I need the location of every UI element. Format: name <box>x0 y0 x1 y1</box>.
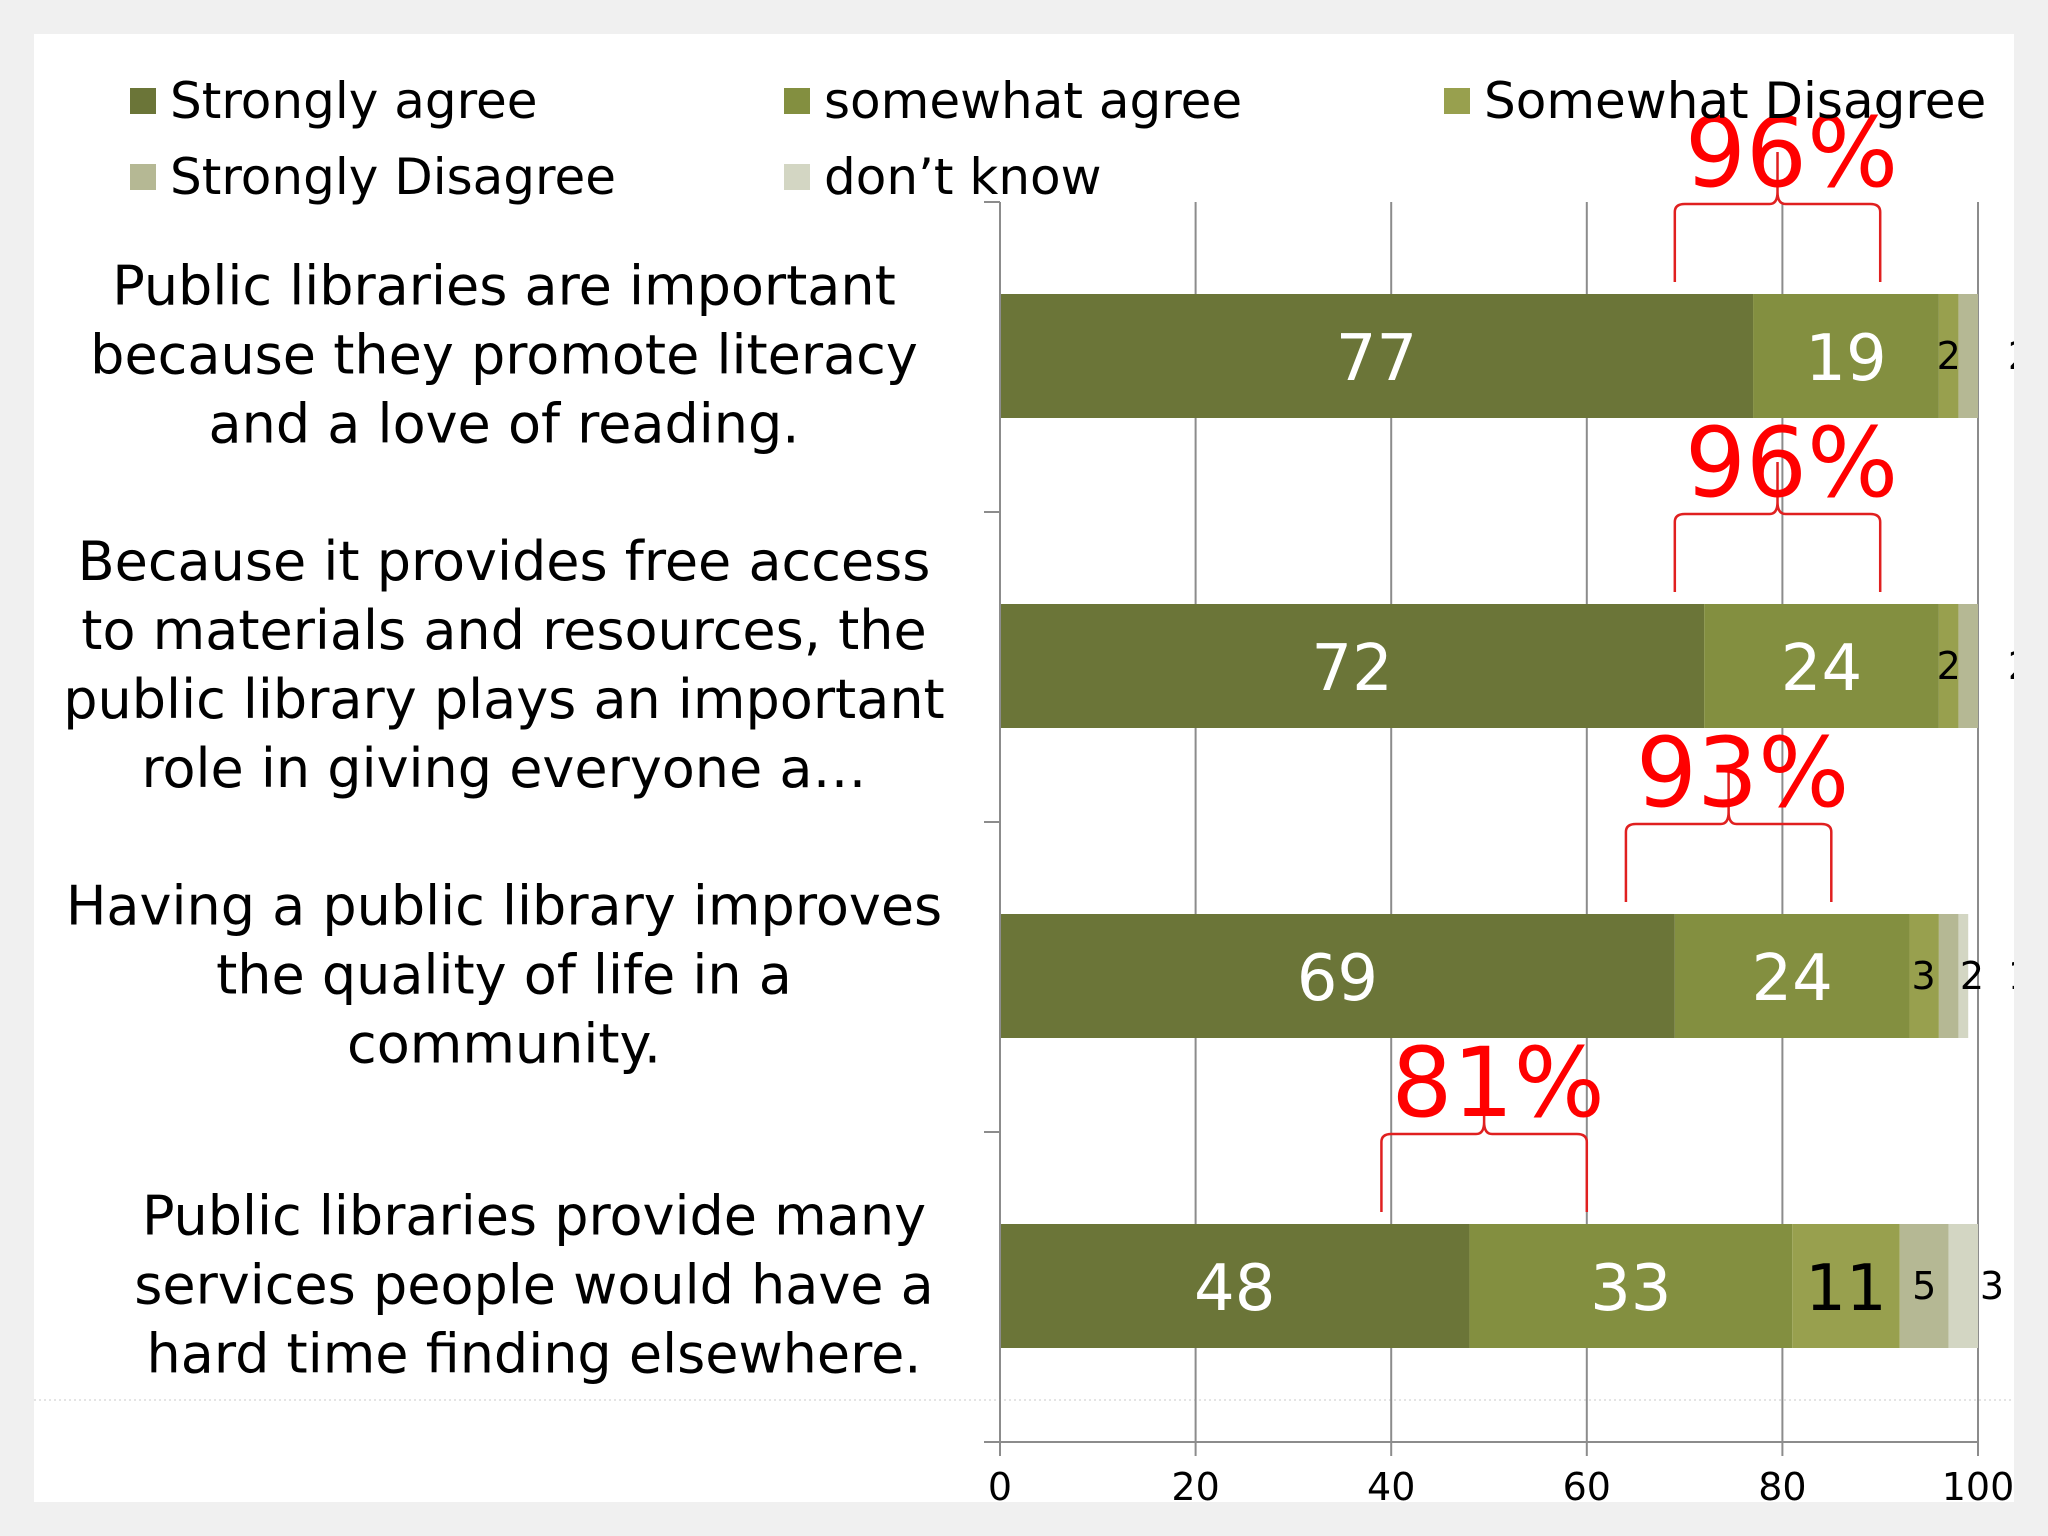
data-label: 69 <box>1297 942 1378 1016</box>
category-label-line: Public libraries provide many <box>142 1185 926 1248</box>
data-label: 72 <box>1311 632 1392 706</box>
legend-label: Somewhat Disagree <box>1484 72 1986 130</box>
data-label: 3 <box>1980 1264 2004 1308</box>
bar-segment <box>1938 294 1959 418</box>
legend-entry: don’t know <box>784 148 1102 206</box>
bar-segment <box>1899 1224 1949 1348</box>
legend-entry: Somewhat Disagree <box>1444 72 1986 130</box>
legend-label: Strongly Disagree <box>170 148 616 206</box>
legend-entry: somewhat agree <box>784 72 1242 130</box>
x-tick-label: 80 <box>1758 1465 1806 1502</box>
data-label: 77 <box>1336 322 1417 396</box>
category-label-line: Because it provides free access <box>78 530 931 593</box>
legend-swatch <box>784 164 810 190</box>
category-label-line: Public libraries are important <box>112 255 896 318</box>
bracket-annotation <box>1673 152 1882 282</box>
data-label: 1 <box>2008 954 2014 998</box>
data-label: 5 <box>1912 1264 1936 1308</box>
category-label-line: the quality of life in a <box>216 944 792 1007</box>
data-label: 2 <box>2008 644 2014 688</box>
bar-segment <box>1938 914 1959 1038</box>
legend-swatch <box>1444 88 1470 114</box>
bar-segment <box>1958 294 1978 418</box>
percent-annotation: 81% <box>1391 1027 1604 1139</box>
data-label: 11 <box>1805 1252 1886 1326</box>
bar-segment <box>1909 914 1939 1038</box>
bar-segment <box>1753 294 1939 418</box>
data-label: 33 <box>1590 1252 1671 1326</box>
x-tick-label: 40 <box>1367 1465 1415 1502</box>
bar-segment <box>1000 294 1754 418</box>
legend-swatch <box>784 88 810 114</box>
bar-segment <box>1792 1224 1900 1348</box>
percent-annotation: 93% <box>1636 717 1849 829</box>
bracket-annotation <box>1624 772 1833 902</box>
bar-segment <box>1000 604 1705 728</box>
chart-frame: 020406080100771922722422692432148331153P… <box>34 34 2014 1502</box>
percent-annotation: 96% <box>1685 407 1898 519</box>
bar-segment <box>1948 1224 1978 1348</box>
category-label-line: because they promote literacy <box>90 324 918 387</box>
category-label-line: public library plays an important <box>63 668 944 731</box>
x-tick-label: 60 <box>1563 1465 1611 1502</box>
legend-swatch <box>130 164 156 190</box>
data-label: 19 <box>1805 322 1886 396</box>
legend-label: don’t know <box>824 148 1102 206</box>
bar-segment <box>1938 604 1959 728</box>
bracket-annotation <box>1380 1082 1589 1212</box>
bar-segment <box>1958 914 1969 1038</box>
category-label-line: role in giving everyone a… <box>141 737 866 800</box>
data-label: 24 <box>1781 632 1862 706</box>
category-label-line: community. <box>347 1013 661 1076</box>
category-label-line: Having a public library improves <box>66 875 942 938</box>
data-label: 2 <box>1960 954 1984 998</box>
legend-label: somewhat agree <box>824 72 1242 130</box>
x-tick-label: 0 <box>988 1465 1012 1502</box>
percent-annotation: 96% <box>1685 97 1898 209</box>
stacked-bar-chart: 020406080100771922722422692432148331153P… <box>34 72 2014 1502</box>
bar-segment <box>1000 914 1675 1038</box>
data-label: 48 <box>1194 1252 1275 1326</box>
data-label: 2 <box>1937 644 1961 688</box>
legend-swatch <box>130 88 156 114</box>
bar-segment <box>1958 604 1978 728</box>
data-label: 2 <box>1937 334 1961 378</box>
x-tick-label: 20 <box>1171 1465 1219 1502</box>
category-label-line: hard time finding elsewhere. <box>147 1323 922 1386</box>
bar-segment <box>1674 914 1910 1038</box>
bar-segment <box>1469 1224 1793 1348</box>
legend-entry: Strongly agree <box>130 72 538 130</box>
bar-segment <box>1000 1224 1470 1348</box>
category-label-line: services people would have a <box>134 1254 934 1317</box>
data-label: 2 <box>2008 334 2014 378</box>
bracket-annotation <box>1673 462 1882 592</box>
data-label: 3 <box>1911 954 1935 998</box>
category-label-line: to materials and resources, the <box>81 599 926 662</box>
category-label-line: and a love of reading. <box>209 393 800 456</box>
legend-label: Strongly agree <box>170 72 538 130</box>
x-tick-label: 100 <box>1942 1465 2014 1502</box>
data-label: 24 <box>1751 942 1832 1016</box>
bar-segment <box>1704 604 1939 728</box>
legend-entry: Strongly Disagree <box>130 148 616 206</box>
